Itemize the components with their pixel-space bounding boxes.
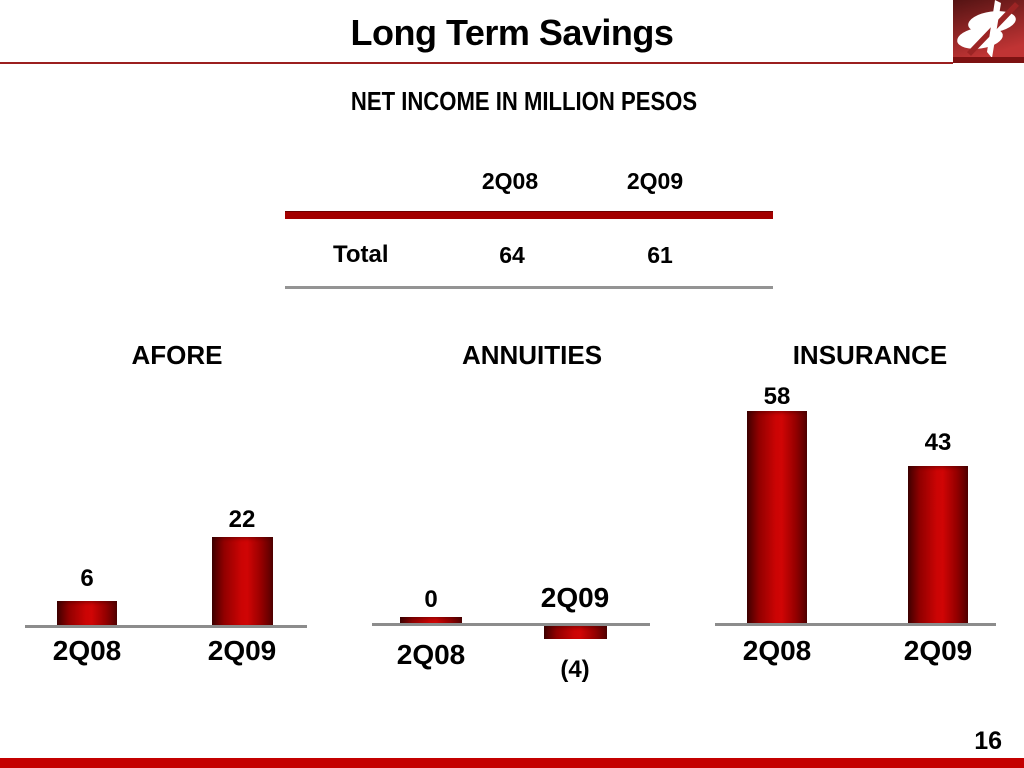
bar-afore-2q08 (57, 601, 117, 625)
chart-annuities: ANNUITIES 0 2Q09 2Q08 (4) (372, 330, 650, 690)
page-number: 16 (974, 727, 1002, 755)
chart-annuities-baseline (372, 623, 650, 626)
footer-red-bar (0, 758, 1024, 768)
table-row-label-total: Total (333, 241, 389, 268)
cat-label-annuities-2q08: 2Q08 (396, 639, 466, 670)
cat-label-afore-2q09: 2Q09 (207, 635, 277, 666)
chart-afore-baseline (25, 625, 307, 628)
bar-value-annuities-2q08: 0 (424, 586, 438, 613)
chart-subtitle: NET INCOME IN MILLION PESOS (350, 86, 698, 116)
table-col-header-2q09: 2Q09 (626, 168, 684, 194)
chart-insurance: INSURANCE 58 43 2Q08 2Q09 (715, 330, 996, 690)
chart-afore-title: AFORE (131, 340, 223, 370)
bar-insurance-2q09 (908, 466, 968, 623)
bar-insurance-2q08 (747, 411, 807, 623)
chart-insurance-title: INSURANCE (792, 340, 948, 370)
chart-insurance-baseline (715, 623, 996, 626)
cat-label-annuities-2q09: 2Q09 (540, 582, 610, 613)
bar-value-afore-2q09: 22 (228, 506, 256, 533)
cat-label-insurance-2q08: 2Q08 (742, 635, 812, 666)
table-value-total-2q08: 64 (499, 242, 525, 268)
page-title: Long Term Savings (350, 12, 674, 53)
bar-value-insurance-2q09: 43 (924, 429, 952, 456)
bar-annuities-2q09 (544, 626, 607, 639)
banorte-logo-icon (953, 0, 1024, 63)
bar-annuities-2q08 (400, 617, 462, 623)
cat-label-insurance-2q09: 2Q09 (903, 635, 973, 666)
bar-afore-2q09 (212, 537, 273, 625)
chart-afore: AFORE 6 22 2Q08 2Q09 (25, 330, 307, 690)
chart-annuities-title: ANNUITIES (461, 340, 603, 370)
bar-value-insurance-2q08: 58 (763, 383, 791, 410)
table-red-divider (285, 211, 773, 219)
cat-label-afore-2q08: 2Q08 (52, 635, 122, 666)
table-gray-rule (285, 286, 773, 289)
bar-value-afore-2q08: 6 (80, 565, 94, 592)
table-col-header-2q08: 2Q08 (481, 168, 539, 194)
table-value-total-2q09: 61 (647, 242, 673, 268)
header-rule (0, 62, 953, 64)
bar-value-annuities-2q09: (4) (560, 656, 590, 683)
